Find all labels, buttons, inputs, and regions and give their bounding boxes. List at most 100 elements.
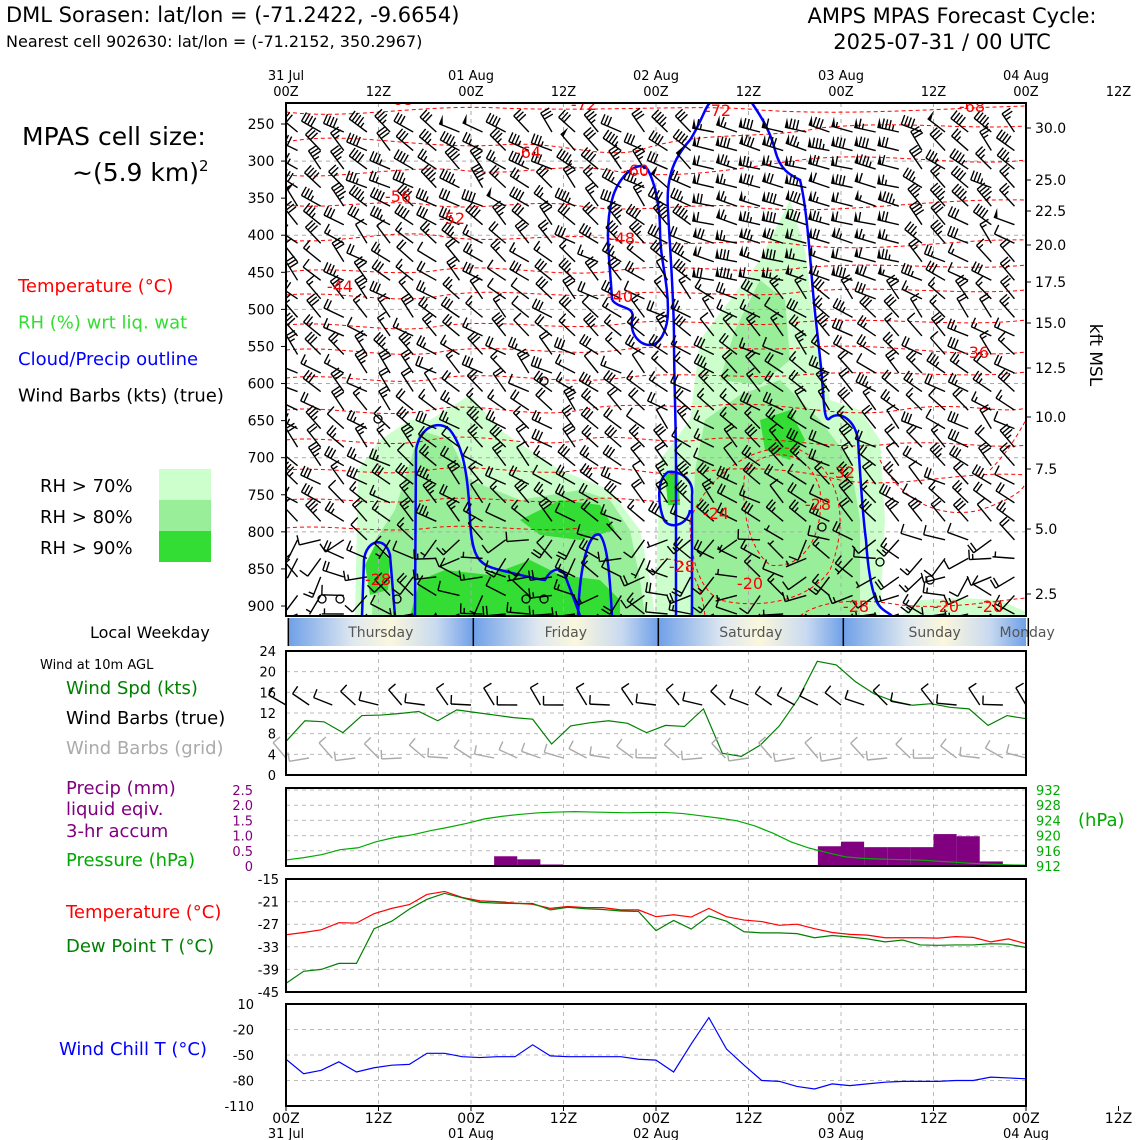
- profile-wind-barb: [539, 200, 553, 226]
- profile-wind-barb: [831, 226, 853, 244]
- barb-full: [494, 203, 504, 211]
- barb-staff: [299, 539, 321, 546]
- profile-wind-barb: [603, 313, 622, 337]
- profile-wind-barb: [900, 595, 923, 614]
- profile-wind-barb: [882, 331, 900, 355]
- profile-wind-barb: [352, 293, 368, 318]
- barb-half: [676, 176, 680, 182]
- barb-staff: [673, 321, 692, 337]
- precip-bar: [864, 847, 888, 866]
- profile-wind-barb: [692, 266, 714, 281]
- cloud-outline-segment: [606, 164, 670, 347]
- profile-wind-barb: [838, 367, 854, 392]
- barb-full: [632, 444, 642, 452]
- barb-full: [603, 480, 612, 490]
- profile-wind-barb: [323, 353, 345, 374]
- profile-wind-barb: [507, 557, 530, 577]
- barb-full: [670, 298, 676, 309]
- barb-full: [472, 166, 483, 173]
- barb-full: [419, 466, 425, 477]
- profile-wind-barb: [444, 237, 460, 263]
- profile-wind-barb: [979, 126, 992, 151]
- profile-wind-barb: [787, 408, 807, 430]
- barb-full: [668, 599, 672, 610]
- barb-full: [634, 184, 645, 191]
- barb-full: [399, 115, 406, 125]
- barb-full: [332, 277, 341, 285]
- top-day-label: 01 Aug: [448, 69, 494, 84]
- barb-staff: [676, 410, 692, 430]
- barb-half: [494, 298, 501, 303]
- calm-wind-marker: [335, 594, 345, 604]
- profile-wind-barb: [830, 155, 853, 170]
- barb-full: [303, 467, 309, 477]
- barb-full: [718, 282, 724, 293]
- barb-staff: [498, 749, 518, 759]
- barb-full: [398, 130, 406, 140]
- surface-wind-barb-grid: [726, 751, 749, 762]
- profile-wind-barb: [512, 405, 530, 430]
- barb-half: [561, 490, 565, 497]
- profile-wind-barb: [303, 576, 322, 599]
- barb-full: [512, 262, 519, 272]
- barb-half: [347, 574, 350, 581]
- profile-wind-barb: [883, 461, 900, 485]
- barb-half: [556, 584, 560, 590]
- barb-full: [649, 152, 656, 163]
- barb-staff: [979, 298, 992, 318]
- profile-wind-barb: [738, 227, 761, 244]
- barb-full: [700, 229, 705, 240]
- barb-full: [632, 459, 642, 467]
- bottom-hour-label: 12Z: [1105, 1111, 1132, 1127]
- profile-wind-barb: [562, 274, 576, 300]
- barb-full: [465, 263, 471, 273]
- barb-full: [489, 164, 497, 174]
- barb-full: [401, 410, 409, 420]
- barb-half: [743, 544, 748, 550]
- barb-full: [696, 246, 702, 257]
- temperature-contour: [286, 497, 681, 503]
- barb-staff: [626, 377, 645, 393]
- profile-wind-barb: [578, 482, 599, 504]
- barb-full: [766, 465, 774, 475]
- barb-half: [837, 560, 842, 566]
- kft-tick-label: 2.5: [1035, 587, 1057, 603]
- barb-full: [358, 354, 368, 361]
- temperature-contour: [286, 199, 1026, 211]
- top-hour-label: 12Z: [551, 85, 577, 100]
- barb-full: [466, 387, 474, 396]
- profile-wind-barb: [784, 173, 807, 189]
- barb-full: [287, 332, 298, 340]
- barb-full: [537, 278, 546, 287]
- barb-full: [324, 445, 331, 456]
- barb-full: [979, 218, 989, 225]
- barb-full: [680, 750, 684, 760]
- barb-half: [305, 608, 312, 613]
- profile-wind-barb: [346, 132, 368, 152]
- barb-half: [769, 160, 772, 167]
- barb-full: [648, 370, 656, 380]
- profile-wind-barb: [486, 277, 507, 300]
- barb-half: [749, 216, 753, 223]
- barb-full: [558, 485, 564, 495]
- profile-wind-barb: [302, 202, 322, 226]
- barb-full: [788, 369, 796, 379]
- barb-full: [908, 352, 917, 361]
- profile-wind-barb: [416, 335, 437, 356]
- barb-full: [696, 541, 703, 551]
- profile-wind-barb: [905, 349, 923, 374]
- barb-full: [923, 524, 927, 535]
- profile-wind-barb: [808, 227, 830, 244]
- barb-half: [726, 160, 730, 167]
- barb-full: [1001, 240, 1011, 249]
- profile-wind-barb: [485, 409, 507, 430]
- barb-staff: [553, 587, 576, 597]
- barb-staff: [761, 275, 784, 281]
- profile-wind-barb: [378, 385, 391, 411]
- barb-full: [588, 153, 597, 163]
- barb-full: [768, 442, 777, 450]
- barb-full: [692, 587, 701, 595]
- barb-staff: [930, 429, 946, 448]
- barb-full: [874, 592, 879, 603]
